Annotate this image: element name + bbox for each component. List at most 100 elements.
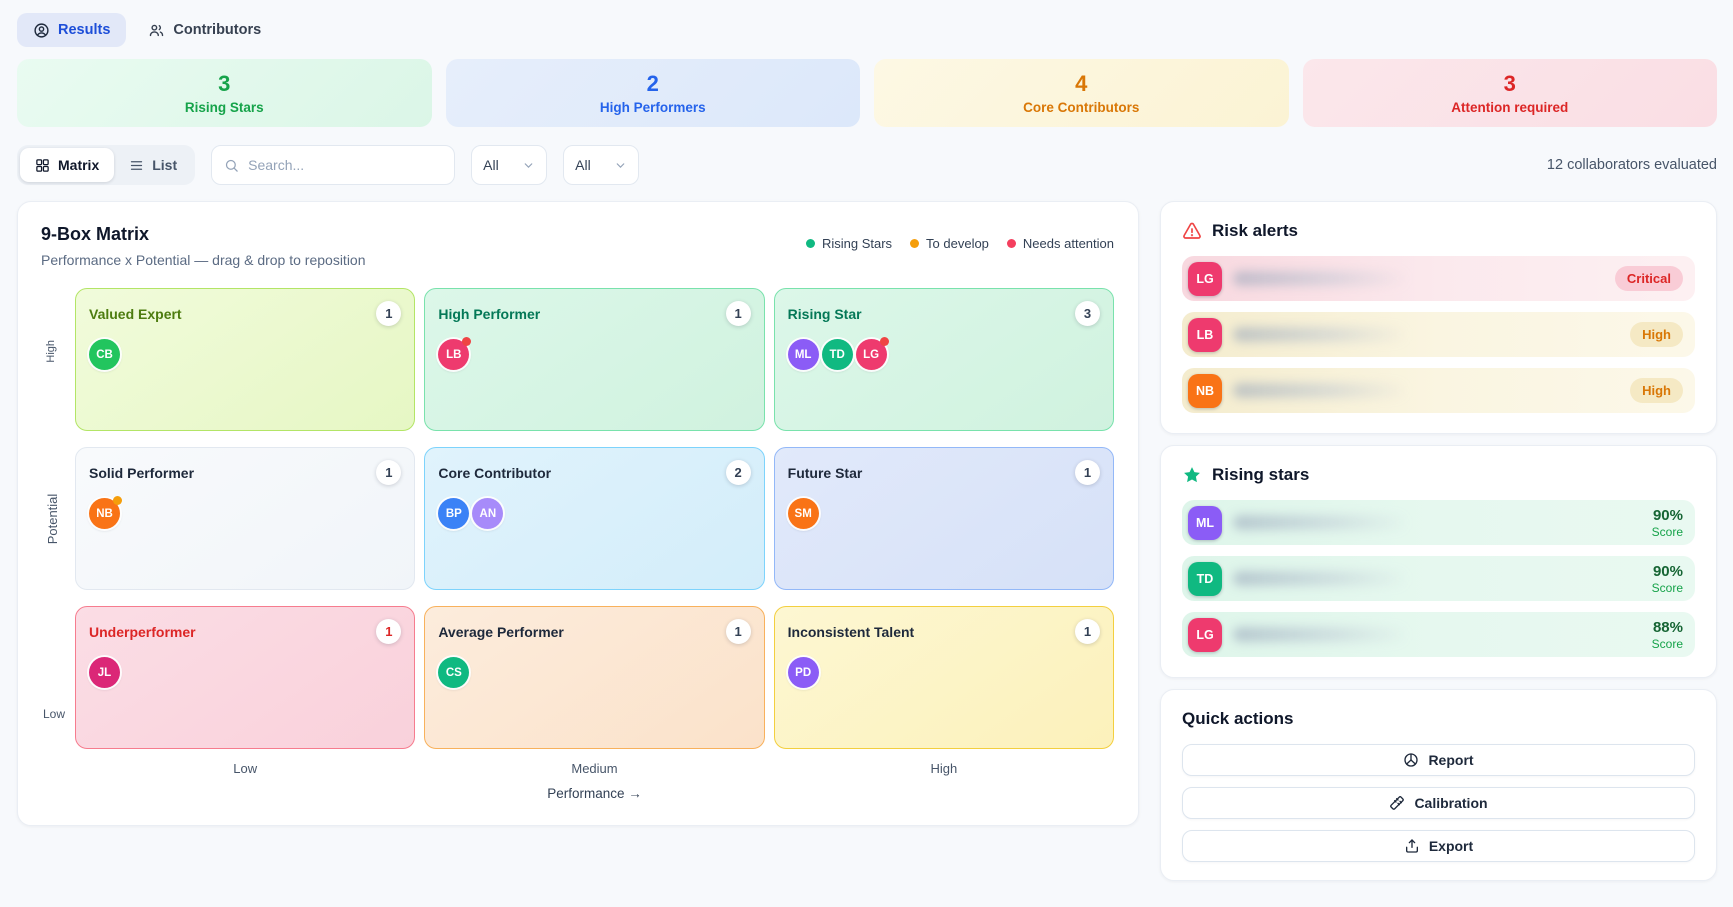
stat-core-contributors[interactable]: 4 Core Contributors — [874, 59, 1289, 127]
avatar-ml: ML — [1188, 505, 1222, 540]
score-label: Score — [1651, 580, 1683, 595]
cell-title: Inconsistent Talent — [787, 623, 915, 640]
avatar-an[interactable]: AN — [472, 498, 504, 529]
redacted-name — [1233, 515, 1408, 530]
calibration-label: Calibration — [1414, 795, 1488, 811]
warning-triangle-icon — [1182, 221, 1202, 241]
toolbar: Matrix List All All — [17, 145, 1717, 185]
cell-inconsistent-talent[interactable]: Inconsistent Talent 1 PD — [773, 606, 1114, 749]
stats-row: 3 Rising Stars 2 High Performers 4 Core … — [17, 59, 1717, 127]
legend: Rising Stars To develop Needs attention — [805, 236, 1114, 251]
tab-results-label: Results — [58, 22, 111, 38]
legend-rising-stars: Rising Stars — [805, 236, 892, 251]
stat-value: 3 — [218, 71, 231, 96]
upload-icon — [1404, 838, 1420, 854]
cell-title: Valued Expert — [89, 305, 182, 322]
star-row-ml[interactable]: ML 90% Score — [1182, 500, 1695, 545]
avatar-ml[interactable]: ML — [787, 339, 819, 370]
cell-solid-performer[interactable]: Solid Performer 1 NB — [75, 447, 416, 590]
stat-rising-stars[interactable]: 3 Rising Stars — [17, 59, 432, 127]
matrix-title: 9-Box Matrix — [41, 224, 150, 244]
export-button[interactable]: Export — [1182, 830, 1695, 862]
avatar-nb[interactable]: NB — [89, 496, 122, 529]
y-axis: High Potential Low — [41, 288, 75, 749]
cell-rising-star[interactable]: Rising Star 3 ML TD LG — [773, 288, 1114, 431]
cell-count-badge: 1 — [376, 460, 402, 485]
search-input[interactable] — [248, 157, 443, 173]
filter-1-value: All — [483, 157, 499, 173]
top-tab-bar: Results Contributors — [17, 12, 1717, 48]
avatar-cs[interactable]: CS — [438, 657, 470, 688]
rising-stars-panel: Rising stars ML 90% Score TD 90% Score — [1160, 445, 1717, 678]
cell-count-badge: 1 — [725, 301, 751, 326]
cell-valued-expert[interactable]: Valued Expert 1 CB — [75, 288, 416, 431]
quick-actions-title: Quick actions — [1182, 709, 1294, 728]
filter-dropdown-1[interactable]: All — [471, 145, 548, 185]
cell-high-performer[interactable]: High Performer 1 LB — [424, 288, 765, 431]
filter-dropdown-2[interactable]: All — [563, 145, 640, 185]
cell-title: Core Contributor — [438, 464, 552, 481]
grid-icon — [35, 158, 50, 173]
report-button[interactable]: Report — [1182, 744, 1695, 776]
cell-core-contributor[interactable]: Core Contributor 2 BP AN — [424, 447, 765, 590]
y-axis-label: Potential — [45, 493, 60, 544]
risk-alerts-title: Risk alerts — [1212, 221, 1298, 240]
avatar-td[interactable]: TD — [821, 339, 853, 370]
risk-row-lb[interactable]: LB High — [1182, 312, 1695, 357]
stat-value: 2 — [646, 71, 659, 96]
alert-dot — [113, 496, 122, 505]
calibration-button[interactable]: Calibration — [1182, 787, 1695, 819]
redacted-name — [1233, 627, 1408, 642]
view-list-button[interactable]: List — [114, 148, 192, 182]
stat-label: Rising Stars — [184, 100, 264, 115]
tab-results[interactable]: Results — [17, 13, 127, 47]
star-icon — [1182, 465, 1202, 485]
stat-attention-required[interactable]: 3 Attention required — [1302, 59, 1717, 127]
avatar-pd[interactable]: PD — [787, 657, 819, 688]
view-list-label: List — [152, 157, 178, 173]
severity-badge: High — [1630, 322, 1683, 347]
avatar-lb[interactable]: LB — [438, 337, 472, 370]
x-tick-medium: Medium — [571, 761, 618, 776]
risk-row-nb[interactable]: NB High — [1182, 368, 1695, 413]
search-icon — [224, 158, 239, 173]
cell-title: High Performer — [438, 305, 541, 322]
avatar-bp[interactable]: BP — [438, 498, 470, 529]
cell-underperformer[interactable]: Underperformer 1 JL — [75, 606, 416, 749]
cell-title: Underperformer — [89, 623, 196, 640]
filter-2-value: All — [575, 157, 591, 173]
legend-dot — [910, 239, 920, 248]
list-icon — [129, 158, 144, 173]
risk-row-lg[interactable]: LG Critical — [1182, 256, 1695, 301]
legend-dot — [1006, 239, 1016, 248]
cell-average-performer[interactable]: Average Performer 1 CS — [424, 606, 765, 749]
cell-count-badge: 1 — [376, 301, 402, 326]
avatar-sm[interactable]: SM — [787, 498, 819, 529]
avatar-nb: NB — [1188, 373, 1222, 408]
star-row-lg[interactable]: LG 88% Score — [1182, 612, 1695, 657]
cell-count-badge: 1 — [1075, 460, 1100, 485]
avatar-cb[interactable]: CB — [89, 339, 120, 370]
stat-value: 3 — [1503, 71, 1516, 96]
avatar-lg[interactable]: LG — [855, 337, 889, 370]
score-value: 90% — [1652, 506, 1683, 524]
view-matrix-button[interactable]: Matrix — [20, 148, 115, 182]
avatar-jl[interactable]: JL — [89, 657, 120, 688]
redacted-name — [1233, 327, 1408, 342]
chevron-down-icon — [614, 159, 627, 172]
stat-high-performers[interactable]: 2 High Performers — [445, 59, 860, 127]
severity-badge: High — [1630, 378, 1683, 403]
tab-contributors[interactable]: Contributors — [132, 13, 277, 47]
score-value: 90% — [1652, 562, 1683, 580]
user-focus-icon — [33, 22, 50, 39]
cell-count-badge: 1 — [1075, 619, 1100, 644]
score-label: Score — [1651, 636, 1683, 651]
view-matrix-label: Matrix — [58, 157, 100, 173]
stat-label: Attention required — [1451, 100, 1569, 115]
cell-future-star[interactable]: Future Star 1 SM — [773, 447, 1114, 590]
legend-to-develop: To develop — [910, 236, 989, 251]
star-row-td[interactable]: TD 90% Score — [1182, 556, 1695, 601]
legend-dot — [805, 239, 815, 248]
avatar-lg: LG — [1188, 261, 1222, 296]
report-label: Report — [1428, 752, 1474, 768]
